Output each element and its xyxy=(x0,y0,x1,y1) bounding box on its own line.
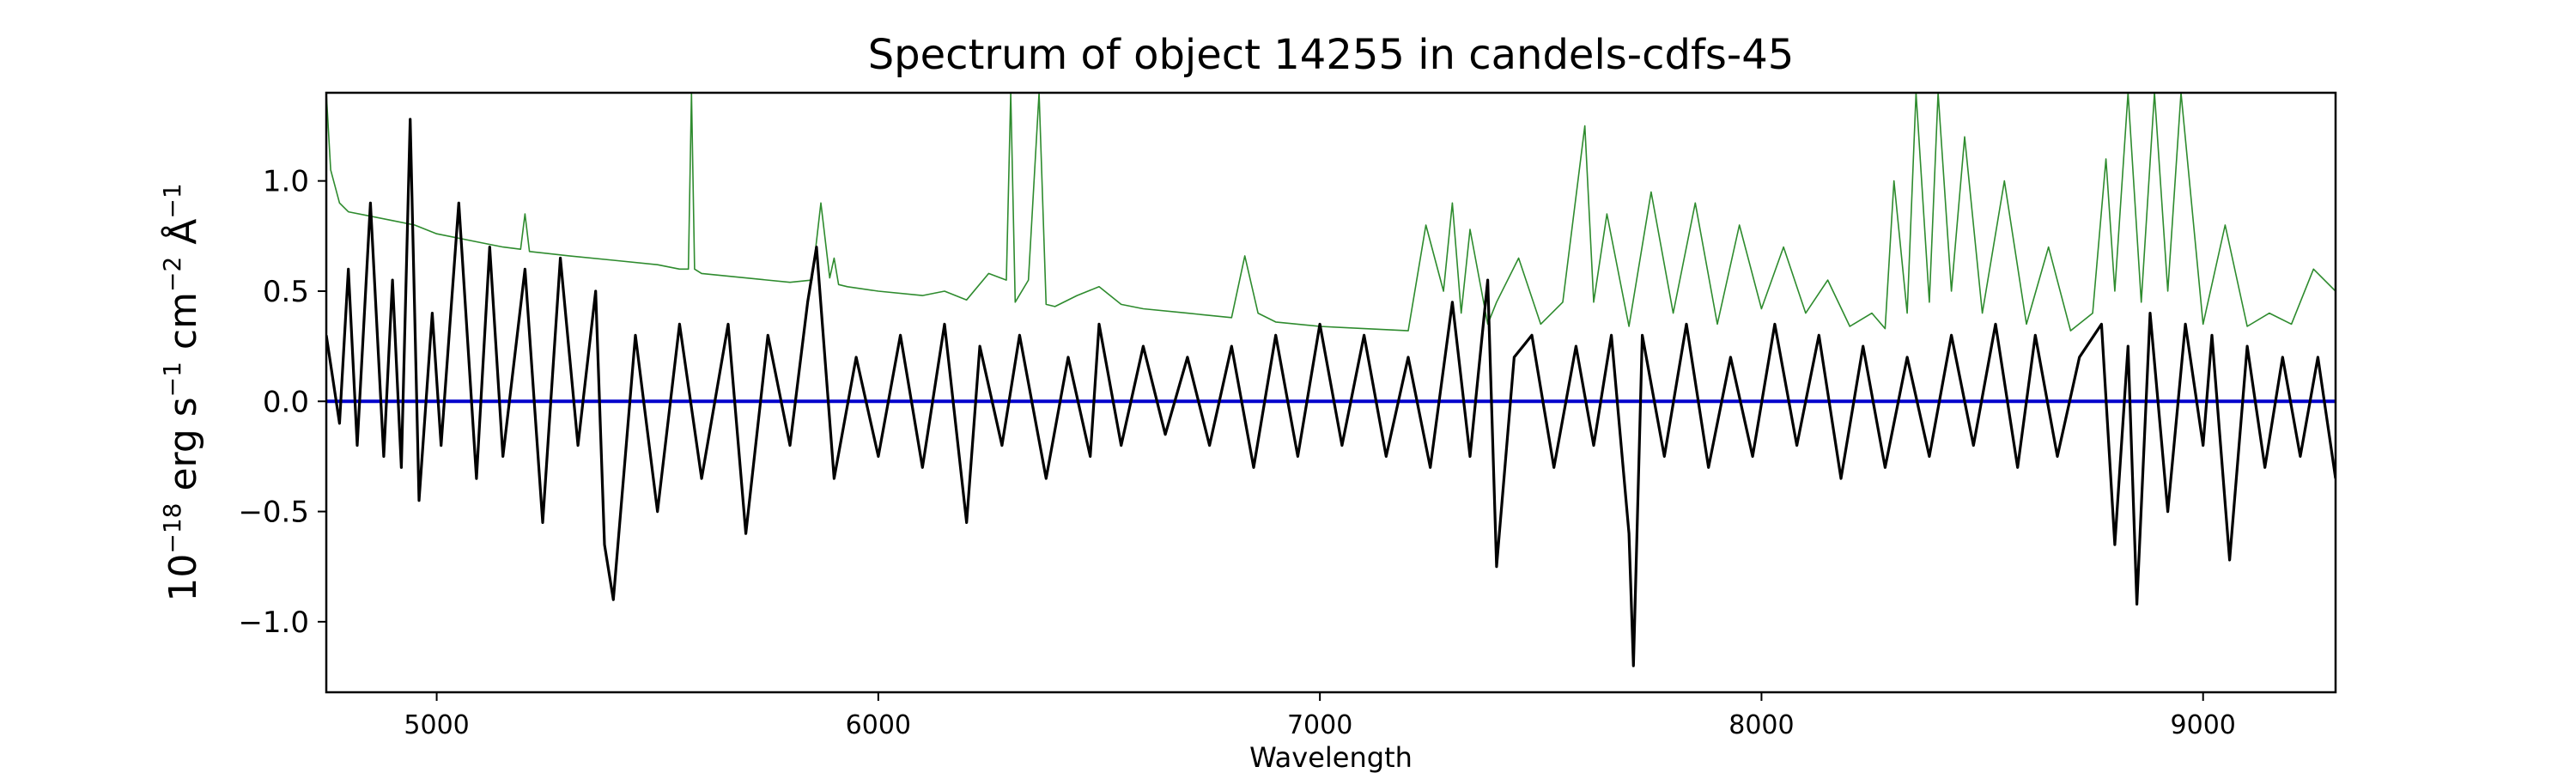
y-label-exp1: −18 xyxy=(158,503,186,554)
x-tick-label: 7000 xyxy=(1287,710,1352,740)
x-tick-label: 6000 xyxy=(846,710,911,740)
plot-frame xyxy=(325,91,2337,694)
series-line-object-flux xyxy=(326,118,2336,667)
y-label-units-a: erg s xyxy=(161,397,205,502)
y-tick-label: 1.0 xyxy=(263,165,309,199)
y-label-units-b: cm xyxy=(161,292,205,362)
x-tick-label: 5000 xyxy=(404,710,469,740)
series-line-sky-noise xyxy=(326,93,2336,332)
plot-series-group xyxy=(326,93,2336,667)
y-tick-label: 0.0 xyxy=(263,385,309,419)
y-label-units-c: Å xyxy=(160,219,205,257)
y-axis-ticks: −1.0 −0.5 0.0 0.5 1.0 xyxy=(238,165,326,640)
x-tick-label: 8000 xyxy=(1728,710,1794,740)
y-label-exp2: −1 xyxy=(158,362,186,397)
y-label-exp4: −1 xyxy=(158,183,186,218)
y-label-base: 10 xyxy=(161,554,205,602)
x-axis-ticks: 5000 6000 7000 8000 9000 xyxy=(404,692,2236,740)
y-tick-label: −1.0 xyxy=(238,606,309,640)
y-axis-label: 10−18 erg s−1 cm−2 Å−1 xyxy=(158,183,205,601)
chart-title: Spectrum of object 14255 in candels-cdfs… xyxy=(868,31,1795,79)
x-tick-label: 9000 xyxy=(2171,710,2236,740)
x-axis-label: Wavelength xyxy=(1249,741,1413,773)
y-tick-label: 0.5 xyxy=(263,275,309,309)
y-tick-label: −0.5 xyxy=(238,496,309,530)
y-label-exp3: −2 xyxy=(158,257,186,292)
